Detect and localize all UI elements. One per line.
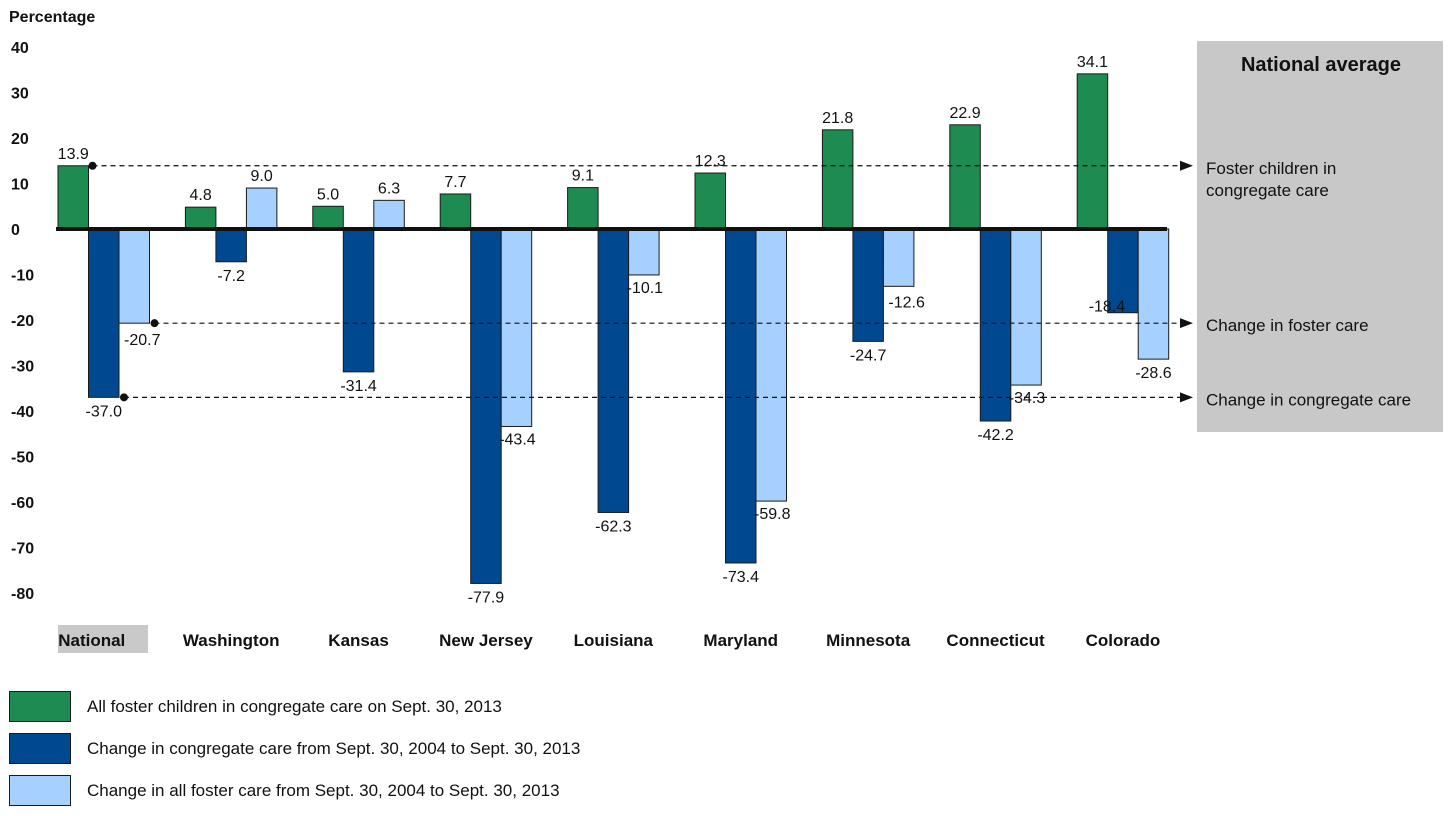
legend: All foster children in congregate care o… — [9, 690, 580, 816]
panel-item-label: congregate care — [1206, 181, 1329, 200]
bar-change-foster — [628, 228, 660, 276]
y-tick-label: -70 — [11, 541, 34, 558]
data-label: 9.1 — [572, 168, 594, 185]
bar-congregate-care — [821, 129, 854, 230]
chart-svg: Percentage 40 30 20 10 0 -10 -20 -30 -40 -50 -60 -70… — [9, 9, 1443, 653]
data-label: 22.9 — [949, 105, 980, 122]
bar-change-congregate — [342, 228, 375, 373]
legend-item-change-foster: Change in all foster care from Sept. 30,… — [9, 774, 580, 807]
y-tick-label: 10 — [11, 177, 29, 194]
category-label: New Jersey — [439, 631, 533, 650]
y-tick-label: -40 — [11, 404, 34, 421]
legend-label: Change in all foster care from Sept. 30,… — [87, 780, 560, 800]
y-tick-label: 40 — [11, 40, 29, 57]
y-tick-label: -60 — [11, 495, 34, 512]
data-label: -18.4 — [1089, 299, 1126, 316]
data-label: -20.7 — [124, 332, 161, 349]
panel-title: National average — [1241, 54, 1401, 76]
data-label: -7.2 — [217, 268, 245, 285]
bar-change-congregate — [725, 228, 757, 564]
national-highlight-box — [58, 625, 148, 653]
y-axis-title: Percentage — [9, 9, 95, 26]
bar-change-foster — [882, 228, 915, 287]
bar-congregate-care — [567, 187, 599, 230]
bar-congregate-care — [439, 193, 472, 230]
data-label: 6.3 — [378, 180, 400, 197]
legend-item-change-congregate: Change in congregate care from Sept. 30,… — [9, 732, 580, 765]
category-label: Connecticut — [946, 631, 1045, 650]
data-label: -28.6 — [1135, 365, 1172, 382]
category-label: Colorado — [1086, 631, 1161, 650]
panel-item-label: Foster children in — [1206, 159, 1336, 178]
data-label: -12.6 — [888, 294, 925, 311]
reference-arrowhead — [1180, 160, 1193, 171]
panel-item-label: Change in foster care — [1206, 316, 1369, 335]
category-label: Kansas — [328, 631, 388, 650]
bar-change-foster — [118, 228, 150, 324]
legend-swatch-green — [9, 691, 71, 722]
data-label: 34.1 — [1077, 54, 1108, 71]
bar-change-foster — [1137, 228, 1170, 360]
bar-change-congregate — [88, 228, 120, 398]
bar-change-foster — [755, 228, 787, 502]
panel-item-label: Change in congregate care — [1206, 390, 1411, 409]
bar-congregate-care — [949, 124, 981, 230]
category-label: Minnesota — [826, 631, 911, 650]
y-tick-label: 0 — [11, 222, 20, 239]
national-average-panel — [1197, 41, 1443, 432]
data-label: -37.0 — [86, 403, 123, 420]
legend-label: All foster children in congregate care o… — [87, 696, 502, 716]
bar-congregate-care — [312, 205, 344, 230]
data-label: -59.8 — [754, 506, 791, 523]
data-label: -73.4 — [723, 569, 760, 586]
y-tick-label: -10 — [11, 268, 34, 285]
bar-change-foster — [1010, 228, 1042, 386]
legend-label: Change in congregate care from Sept. 30,… — [87, 738, 581, 758]
data-label: 7.7 — [444, 174, 466, 191]
bar-change-congregate — [979, 228, 1012, 422]
data-label: 12.3 — [695, 153, 726, 170]
data-label: -31.4 — [340, 378, 377, 395]
bar-change-congregate — [470, 228, 502, 584]
legend-item-congregate-care: All foster children in congregate care o… — [9, 690, 580, 723]
data-label: 4.8 — [190, 187, 212, 204]
y-tick-label: 30 — [11, 86, 29, 103]
bar-change-foster — [245, 187, 278, 230]
bar-change-congregate — [215, 228, 247, 263]
bar-change-congregate — [1107, 228, 1139, 314]
data-label: -43.4 — [499, 431, 536, 448]
legend-swatch-light-blue — [9, 775, 71, 806]
category-label: National — [58, 631, 125, 650]
category-label: Maryland — [703, 631, 778, 650]
data-label: 13.9 — [58, 146, 89, 163]
bar-change-foster — [373, 199, 405, 230]
bar-congregate-care — [184, 206, 217, 230]
reference-arrowhead — [1180, 318, 1193, 329]
data-label: 21.8 — [822, 110, 853, 127]
y-tick-label: -30 — [11, 359, 34, 376]
data-label: -10.1 — [627, 280, 664, 297]
data-label: -42.2 — [977, 427, 1014, 444]
bar-change-congregate — [597, 228, 630, 513]
data-label: 5.0 — [317, 186, 339, 203]
y-tick-label: -80 — [11, 586, 34, 603]
bar-congregate-care — [1076, 73, 1109, 230]
reference-arrowhead — [1180, 392, 1193, 403]
data-label: -62.3 — [595, 518, 632, 535]
data-label: -24.7 — [850, 347, 887, 364]
bar-congregate-care — [694, 172, 726, 230]
y-tick-label: -20 — [11, 313, 34, 330]
category-label: Washington — [183, 631, 280, 650]
data-label: -34.3 — [1009, 390, 1046, 407]
bar-change-congregate — [852, 228, 884, 342]
data-label: 9.0 — [251, 168, 273, 185]
bar-congregate-care — [57, 165, 89, 230]
legend-swatch-dark-blue — [9, 733, 71, 764]
category-label: Louisiana — [574, 631, 654, 650]
y-tick-label: -50 — [11, 450, 34, 467]
data-label: -77.9 — [468, 589, 505, 606]
y-tick-label: 20 — [11, 131, 29, 148]
